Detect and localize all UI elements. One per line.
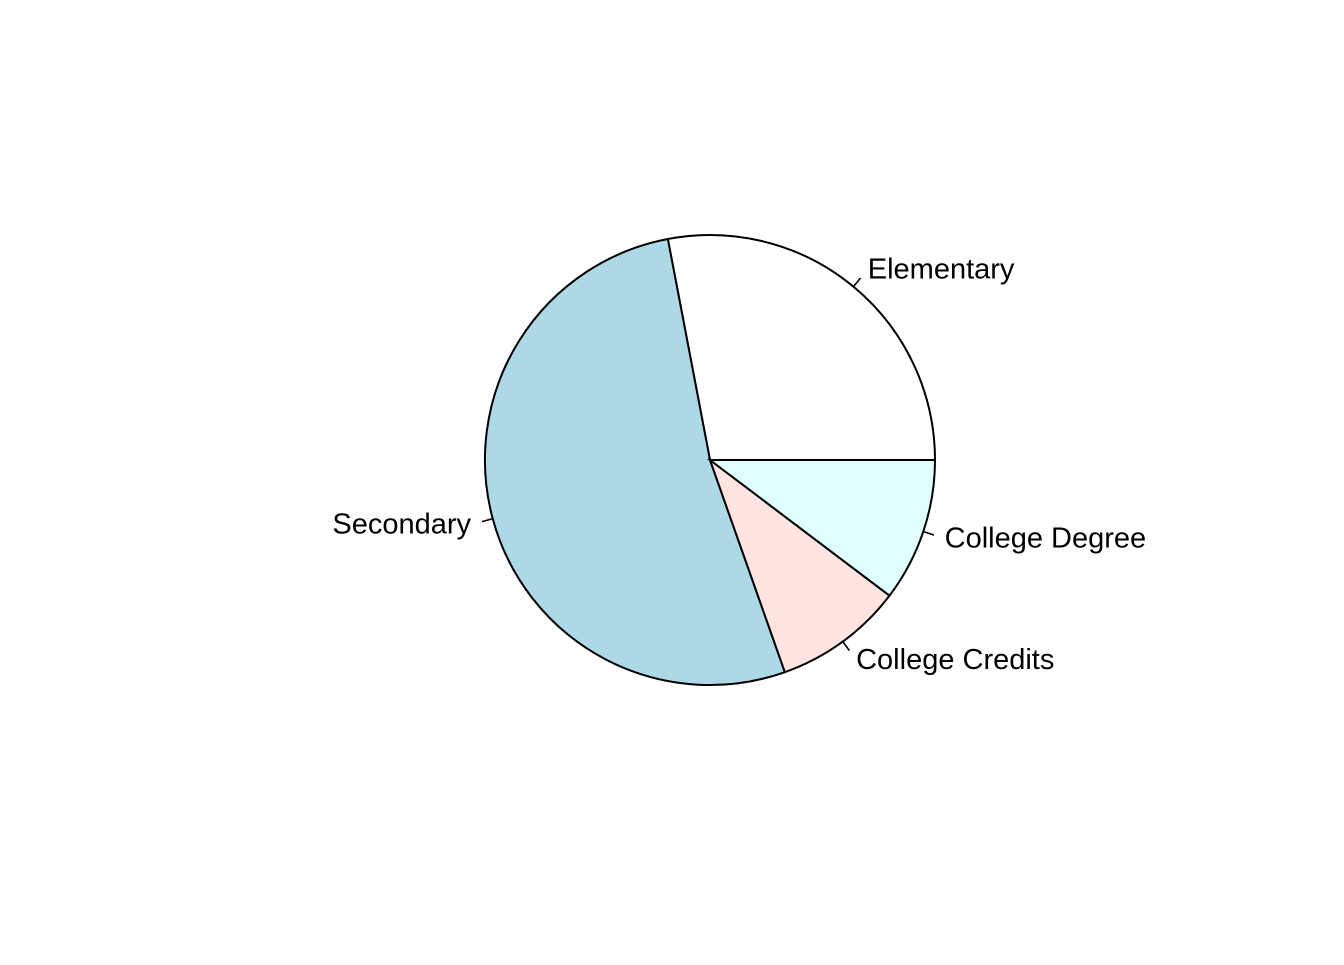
pie-slice-college-credits bbox=[707, 457, 891, 674]
pie-label-college-degree: College Degree bbox=[945, 523, 1147, 555]
pie-label-secondary: Secondary bbox=[332, 509, 471, 541]
pie-slices bbox=[483, 234, 937, 687]
pie-label-college-credits: College Credits bbox=[856, 644, 1054, 676]
pie-tick-elementary bbox=[852, 277, 862, 288]
pie-labels: Elementary Secondary College Credits Colleg… bbox=[332, 253, 1146, 675]
pie-tick-college-degree bbox=[923, 530, 935, 536]
pie-tick-secondary bbox=[481, 517, 493, 523]
pie-slice-elementary bbox=[666, 234, 937, 461]
pie-label-elementary: Elementary bbox=[868, 253, 1015, 285]
pie-tick-college-credits bbox=[842, 641, 851, 652]
